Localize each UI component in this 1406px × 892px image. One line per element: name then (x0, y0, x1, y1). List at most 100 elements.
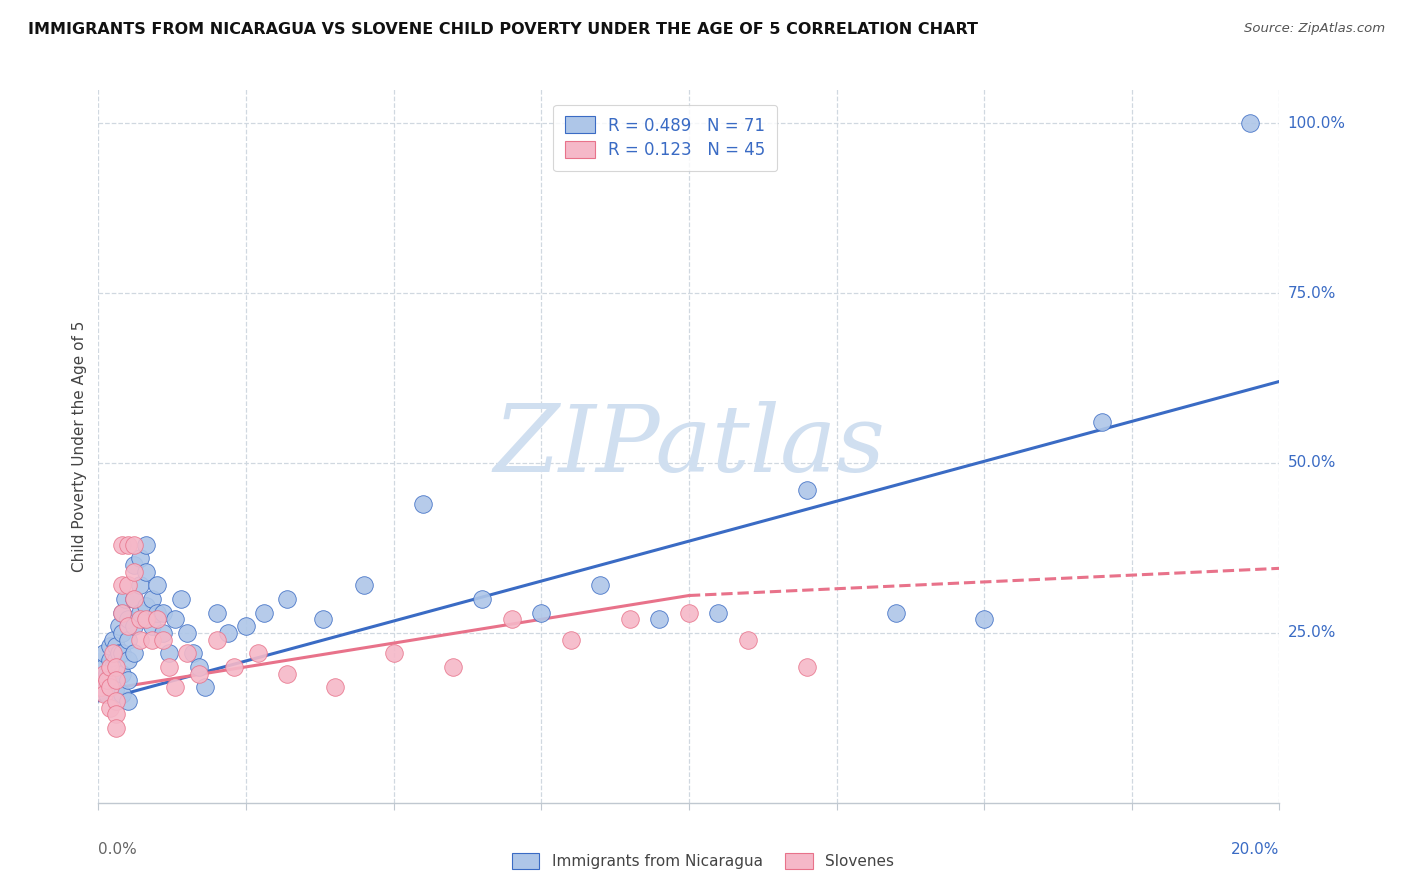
Point (122, 646, 145, 660)
Point (560, 632, 582, 647)
Point (105, 653, 128, 667)
Point (157, 646, 180, 660)
Point (93, 687, 115, 701)
Point (117, 673, 139, 688)
Point (105, 666, 128, 681)
Point (105, 640, 128, 654)
Point (122, 591, 145, 606)
Point (111, 666, 134, 681)
Point (157, 660, 180, 674)
Point (117, 653, 139, 667)
Point (648, 612, 671, 626)
Y-axis label: Child Poverty Under the Age of 5: Child Poverty Under the Age of 5 (72, 320, 87, 572)
Point (619, 612, 641, 626)
Text: 100.0%: 100.0% (1288, 116, 1346, 131)
Point (98, 653, 121, 667)
Point (135, 565, 157, 579)
Point (141, 632, 163, 647)
Point (128, 606, 150, 620)
Point (93, 646, 115, 660)
Point (96, 666, 118, 681)
Point (141, 619, 163, 633)
Point (224, 660, 246, 674)
Text: 75.0%: 75.0% (1288, 285, 1336, 301)
Point (170, 591, 193, 606)
Point (323, 680, 346, 694)
Point (152, 626, 174, 640)
Point (353, 578, 375, 592)
Point (122, 591, 145, 606)
Point (152, 606, 174, 620)
Text: IMMIGRANTS FROM NICARAGUA VS SLOVENE CHILD POVERTY UNDER THE AGE OF 5 CORRELATIO: IMMIGRANTS FROM NICARAGUA VS SLOVENE CHI… (28, 22, 979, 37)
Point (111, 606, 134, 620)
Point (111, 687, 134, 701)
Point (98, 640, 121, 654)
Point (108, 619, 131, 633)
Point (105, 721, 128, 735)
Point (122, 565, 145, 579)
Point (90, 673, 112, 688)
Point (194, 680, 217, 694)
Point (152, 632, 174, 647)
Point (117, 694, 139, 708)
Point (217, 626, 239, 640)
Point (105, 694, 128, 708)
Point (1239, 116, 1261, 130)
Point (1091, 415, 1114, 429)
Point (98, 660, 121, 674)
Point (412, 497, 434, 511)
Point (589, 578, 612, 592)
Point (128, 612, 150, 626)
Point (128, 632, 150, 647)
Point (128, 578, 150, 592)
Point (111, 578, 134, 592)
Point (471, 591, 494, 606)
Point (114, 591, 136, 606)
Text: 0.0%: 0.0% (98, 842, 138, 857)
Point (441, 660, 464, 674)
Point (165, 680, 187, 694)
Point (98, 680, 121, 694)
Point (122, 619, 145, 633)
Point (117, 619, 139, 633)
Point (141, 591, 163, 606)
Point (98, 666, 121, 681)
Point (796, 660, 818, 674)
Point (105, 707, 128, 722)
Point (135, 599, 157, 613)
Point (105, 660, 128, 674)
Point (181, 646, 204, 660)
Point (235, 619, 257, 633)
Point (530, 606, 553, 620)
Text: ZIPatlas: ZIPatlas (494, 401, 884, 491)
Point (884, 606, 907, 620)
Point (146, 578, 169, 592)
Point (187, 666, 209, 681)
Point (176, 626, 198, 640)
Point (105, 680, 128, 694)
Point (103, 632, 125, 647)
Point (276, 591, 298, 606)
Point (96, 673, 118, 688)
Point (973, 612, 995, 626)
Point (176, 646, 198, 660)
Point (103, 660, 125, 674)
Point (117, 612, 139, 626)
Point (246, 646, 269, 660)
Point (122, 558, 145, 572)
Text: Source: ZipAtlas.com: Source: ZipAtlas.com (1244, 22, 1385, 36)
Point (146, 612, 169, 626)
Point (128, 551, 150, 566)
Point (312, 612, 335, 626)
Legend: Immigrants from Nicaragua, Slovenes: Immigrants from Nicaragua, Slovenes (506, 847, 900, 875)
Point (93, 660, 115, 674)
Text: 50.0%: 50.0% (1288, 456, 1336, 470)
Point (93, 680, 115, 694)
Point (707, 606, 730, 620)
Point (108, 646, 131, 660)
Point (276, 666, 298, 681)
Point (96, 687, 118, 701)
Text: 20.0%: 20.0% (1232, 842, 1279, 857)
Point (382, 646, 405, 660)
Legend: R = 0.489   N = 71, R = 0.123   N = 45: R = 0.489 N = 71, R = 0.123 N = 45 (554, 104, 778, 171)
